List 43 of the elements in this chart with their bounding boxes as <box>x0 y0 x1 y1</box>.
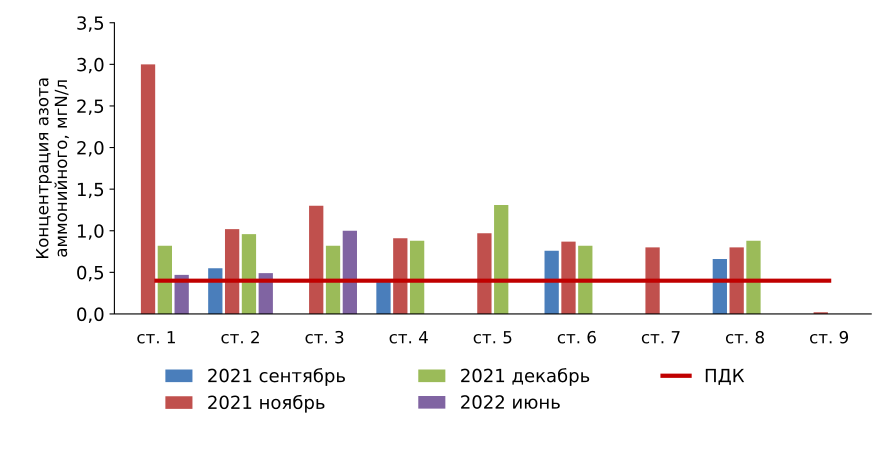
y-tick-label: 1,5 <box>78 182 104 198</box>
bar <box>578 246 592 314</box>
y-tick-label: 3,0 <box>77 58 104 74</box>
x-tick-label: ст. 5 <box>474 331 512 344</box>
bar <box>158 246 172 314</box>
bar <box>645 247 660 314</box>
bar <box>309 206 324 314</box>
bar <box>494 204 508 314</box>
x-tick-label: ст. 4 <box>390 331 428 344</box>
y-tick-label: 2,0 <box>77 141 104 157</box>
bar <box>746 240 761 314</box>
legend-label: ПДК <box>706 368 744 385</box>
y-tick-label: 0,0 <box>77 307 104 323</box>
x-tick-label: ст. 8 <box>726 330 764 344</box>
legend-label: 2022 июнь <box>461 395 560 409</box>
x-tick-label: ст. 3 <box>306 330 344 344</box>
x-tick-label: ст. 7 <box>642 331 680 344</box>
bar <box>410 240 424 314</box>
bar <box>242 234 256 314</box>
bar <box>393 238 408 314</box>
x-tick-label: ст. 2 <box>221 330 259 344</box>
bar <box>712 259 727 314</box>
x-tick-label: ст. 9 <box>810 330 848 344</box>
bar <box>730 247 744 314</box>
bar <box>224 229 240 314</box>
legend-label: 2021 ноябрь <box>208 394 324 413</box>
bar <box>376 280 391 314</box>
bar <box>140 64 156 314</box>
y-tick-label: 0,5 <box>77 266 104 282</box>
y-tick-label: 1,0 <box>78 224 104 240</box>
y-axis-title: Концентрация азота аммонийного, мгN/л <box>36 78 69 258</box>
x-tick-label: ст. 6 <box>558 330 596 344</box>
bar <box>477 233 492 314</box>
legend-label: 2021 декабрь <box>461 368 590 386</box>
bar <box>561 242 576 314</box>
legend-label: 2021 сентябрь <box>208 368 345 386</box>
y-tick-label: 2,5 <box>77 99 104 115</box>
x-tick-label: ст. 1 <box>137 331 175 344</box>
y-tick-label: 3,5 <box>77 16 104 32</box>
bar <box>326 246 340 314</box>
bar <box>544 250 559 314</box>
bar <box>208 268 222 314</box>
bar <box>342 230 357 314</box>
